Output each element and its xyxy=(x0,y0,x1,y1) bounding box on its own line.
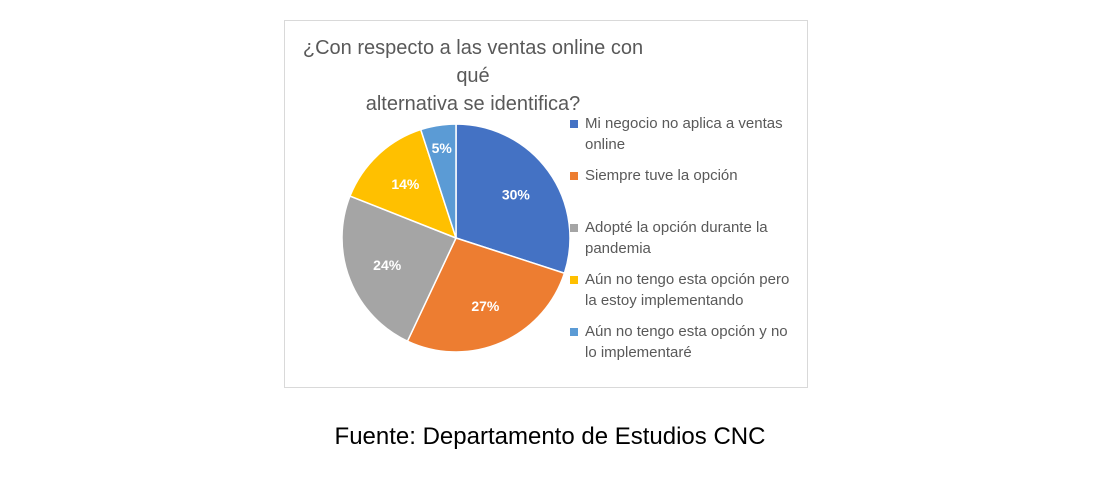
legend-label-2: Siempre tuve la opción xyxy=(585,165,805,186)
legend-label-line: Aún no tengo esta opción y no xyxy=(585,323,788,340)
chart-frame: ¿Con respecto a las ventas online con qu… xyxy=(284,20,808,388)
pie-data-label-3: 24% xyxy=(373,257,402,273)
legend-swatch-3 xyxy=(570,224,578,232)
chart-title: ¿Con respecto a las ventas online con qu… xyxy=(285,34,661,118)
chart-title-line-1: ¿Con respecto a las ventas online con qu… xyxy=(302,37,644,87)
pie-data-label-2: 27% xyxy=(471,298,500,314)
legend-label-line: pandemia xyxy=(585,240,651,257)
legend-label-line: Adopté la opción durante la xyxy=(585,219,768,236)
legend-label-line: Siempre tuve la opción xyxy=(585,167,738,184)
pie-slice-1 xyxy=(455,123,571,275)
legend-label-4: Aún no tengo esta opción pero la estoy im… xyxy=(585,269,805,311)
legend-label-line: Aún no tengo esta opción pero xyxy=(585,271,790,288)
pie-data-label-5: 5% xyxy=(432,140,453,156)
pie-slice-2 xyxy=(406,237,566,353)
legend-swatch-4 xyxy=(570,276,578,284)
legend-label-3: Adopté la opción durante la pandemia xyxy=(585,217,805,259)
pie-data-label-4: 14% xyxy=(391,176,420,192)
chart-title-line-2: alternativa se identifica? xyxy=(365,93,581,115)
legend-label-line: online xyxy=(585,136,626,153)
pie-slice-3 xyxy=(341,195,458,343)
source-caption: Fuente: Departamento de Estudios CNC xyxy=(334,423,766,450)
legend-swatch-1 xyxy=(570,120,578,128)
legend-label-1: Mi negocio no aplica a ventas online xyxy=(585,113,805,155)
legend-label-line: lo implementaré xyxy=(585,344,692,361)
pie-chart: 30% 27% 24% 14% 5% xyxy=(341,123,571,353)
legend-label-5: Aún no tengo esta opción y no lo implemen… xyxy=(585,321,805,363)
pie-data-label-1: 30% xyxy=(502,187,531,203)
pie-slice-5 xyxy=(419,123,457,239)
legend-swatch-2 xyxy=(570,172,578,180)
legend-label-line: Mi negocio no aplica a ventas xyxy=(585,115,783,132)
legend-swatch-5 xyxy=(570,328,578,336)
legend-label-line: la estoy implementando xyxy=(585,292,744,309)
